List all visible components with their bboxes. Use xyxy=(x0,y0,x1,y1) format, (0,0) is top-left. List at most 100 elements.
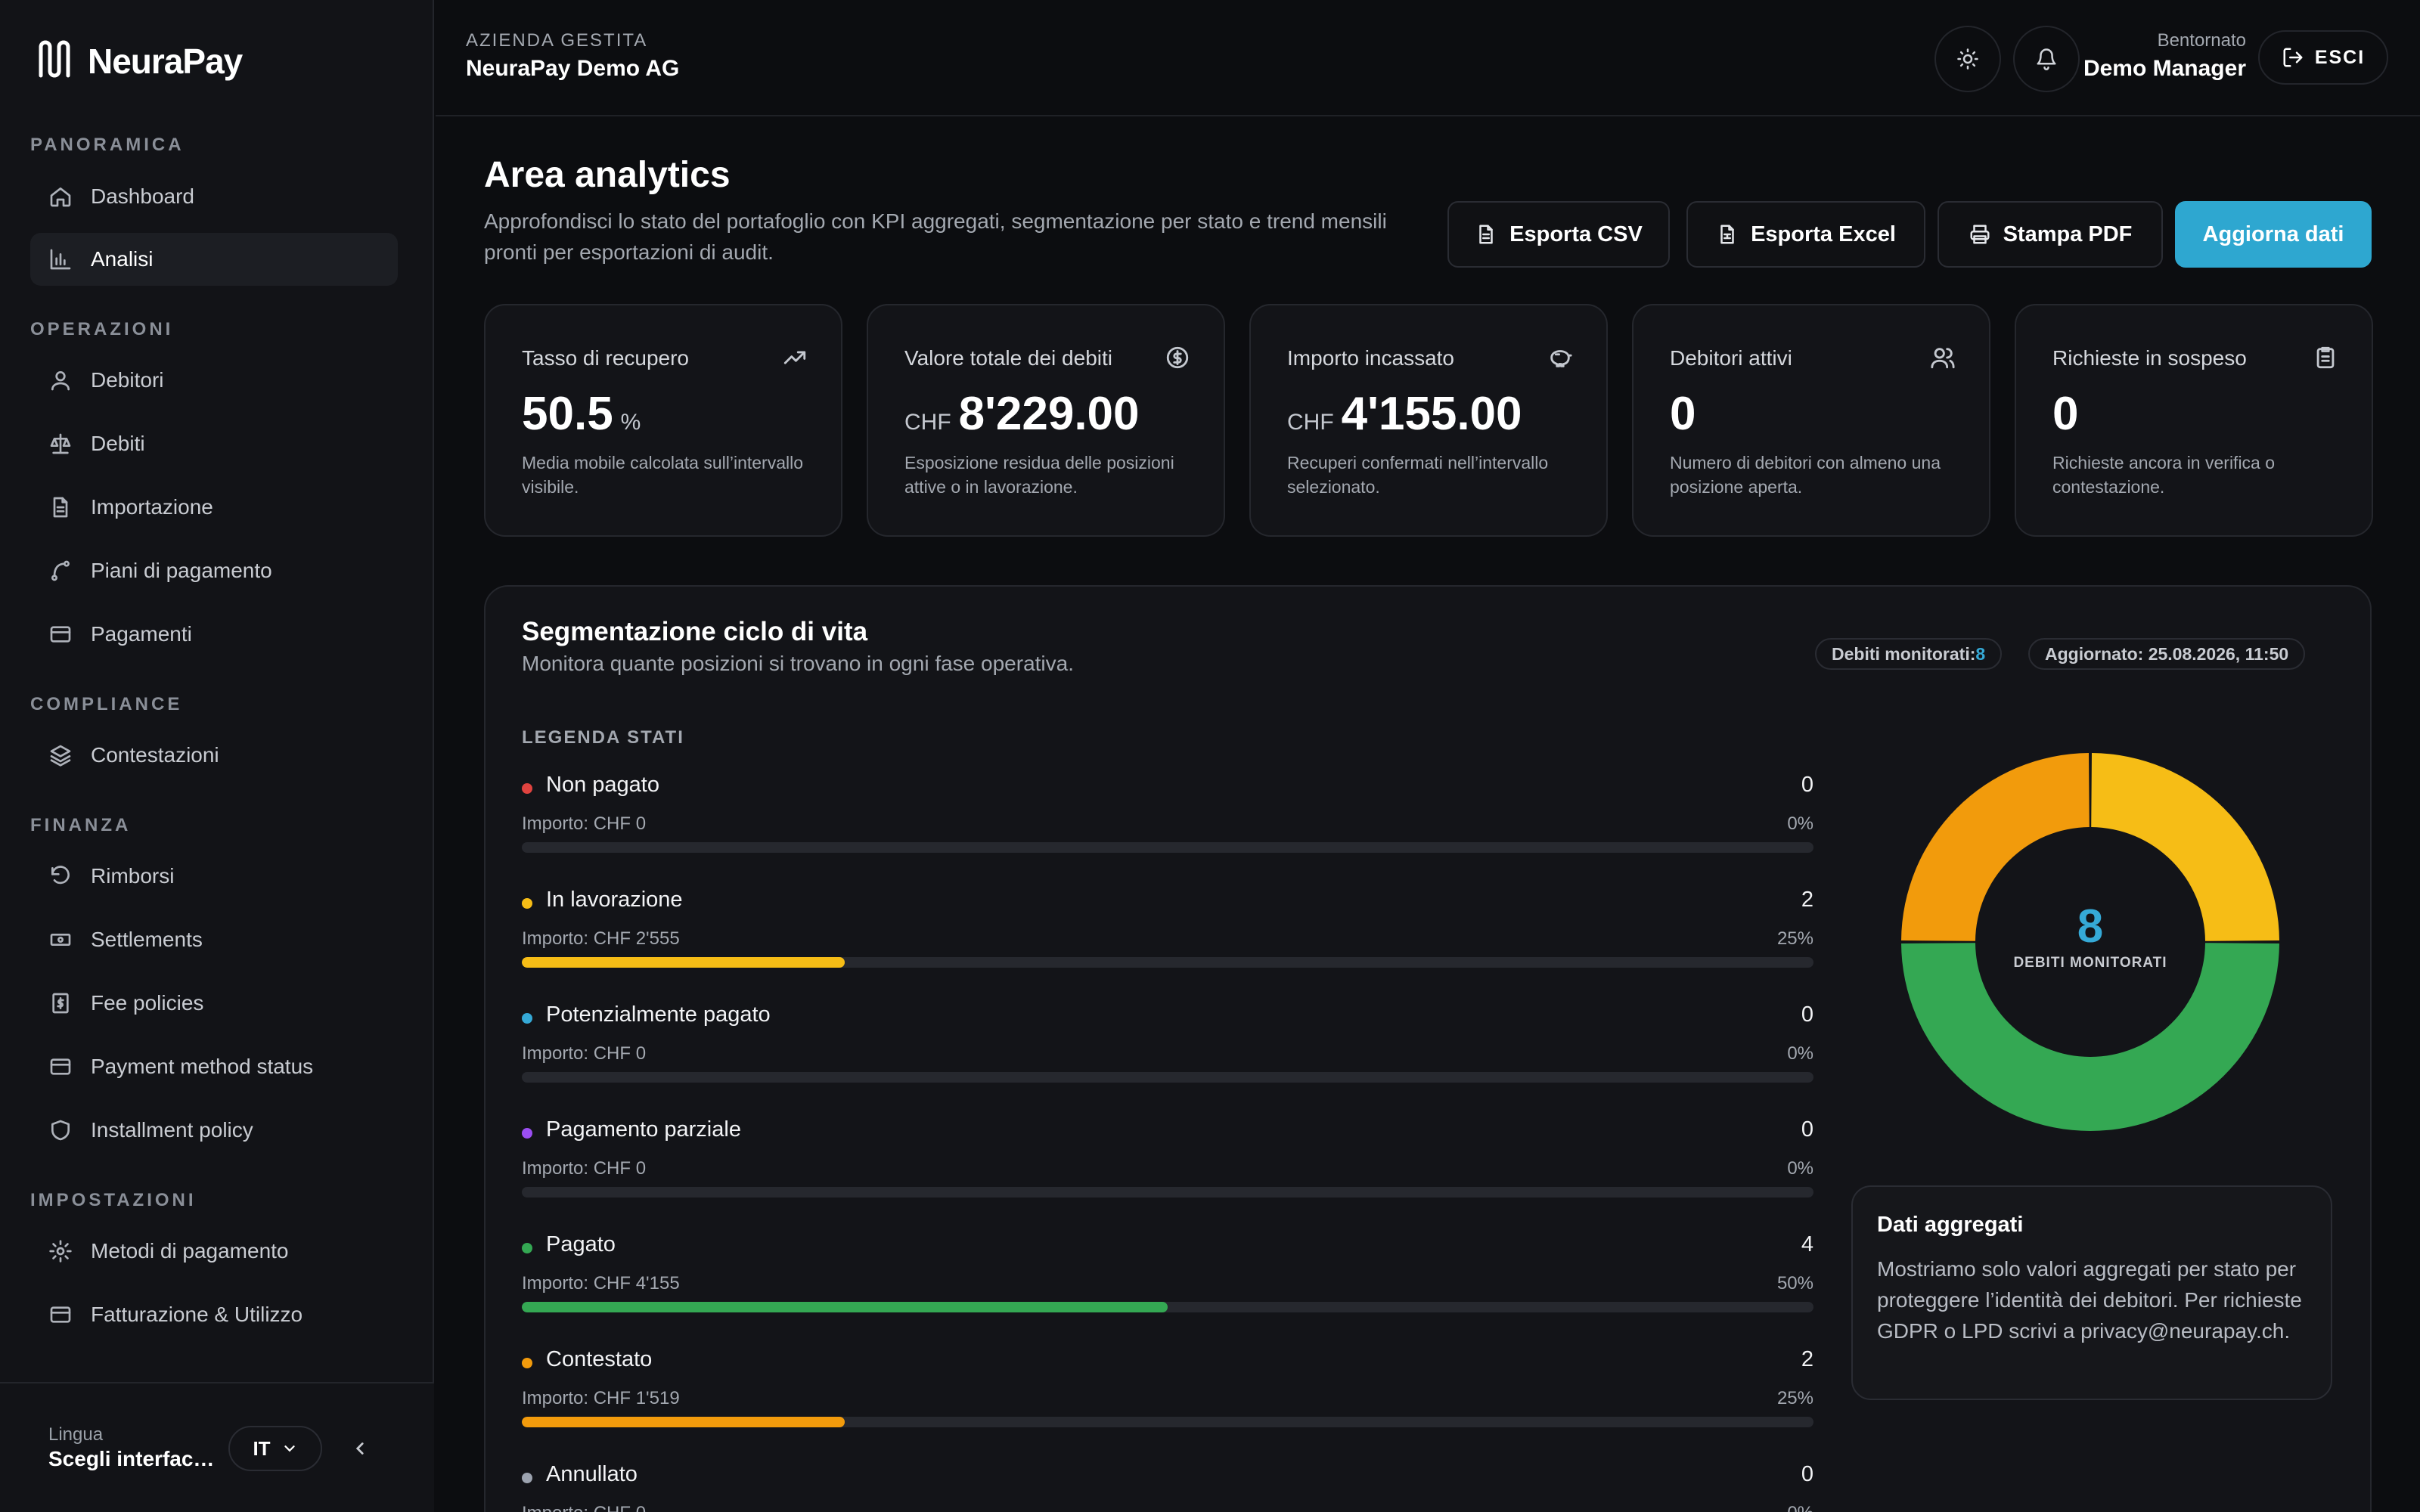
sidebar-item-fee-policies[interactable]: Fee policies xyxy=(30,977,398,1030)
sidebar-item-label: Fatturazione & Utilizzo xyxy=(91,1303,303,1326)
status-progress-fill xyxy=(522,1417,845,1427)
language-value[interactable]: Scegli interfaccia xyxy=(48,1447,215,1470)
sidebar-item-label: Fee policies xyxy=(91,991,204,1015)
sidebar-item-importazione[interactable]: Importazione xyxy=(30,481,398,534)
kpi-card-collected: Importo incassato CHF 4'155.00 Recuperi c… xyxy=(1249,304,1608,537)
kpi-value: 0 xyxy=(1670,388,1696,440)
sidebar-item-dashboard[interactable]: Dashboard xyxy=(30,170,398,223)
segmentation-title: Segmentazione ciclo di vita xyxy=(522,617,868,646)
home-icon xyxy=(50,187,71,207)
sidebar-item-payment-method-status[interactable]: Payment method status xyxy=(30,1040,398,1093)
status-count: 0 xyxy=(1801,1002,1813,1027)
export-csv-button[interactable]: Esporta CSV xyxy=(1447,201,1670,268)
sidebar-item-settlements[interactable]: Settlements xyxy=(30,913,398,966)
sidebar-item-debiti[interactable]: Debiti xyxy=(30,417,398,470)
status-progress-track xyxy=(522,1417,1813,1427)
kpi-description: Richieste ancora in verifica o contestaz… xyxy=(2052,453,2276,497)
status-row: Pagato 4 Importo: CHF 4'155 50% xyxy=(522,1232,1813,1331)
status-dot xyxy=(522,1013,532,1024)
logout-button[interactable]: ESCI xyxy=(2258,30,2388,85)
monitored-debts-badge: Debiti monitorati: 8 xyxy=(1815,638,2003,670)
notifications-button[interactable] xyxy=(2013,26,2080,92)
kpi-value: 50.5 xyxy=(522,388,613,440)
sidebar-item-label: Metodi di pagamento xyxy=(91,1239,289,1263)
layers-icon xyxy=(50,745,71,767)
status-row: Annullato 0 Importo: CHF 0 0% xyxy=(522,1462,1813,1512)
status-count: 2 xyxy=(1801,888,1813,912)
language-select[interactable]: IT xyxy=(228,1426,322,1471)
neurapay-logo-icon xyxy=(35,38,74,84)
donut-slice xyxy=(1901,753,2090,941)
logout-icon xyxy=(2283,48,2303,67)
sidebar-item-installment-policy[interactable]: Installment policy xyxy=(30,1104,398,1157)
donut-slice xyxy=(1901,943,2279,1132)
status-amount: Importo: CHF 1'519 xyxy=(522,1388,680,1408)
sidebar-item-label: Rimborsi xyxy=(91,864,175,888)
status-progress-track xyxy=(522,957,1813,968)
theme-toggle-button[interactable] xyxy=(1934,26,2001,92)
kpi-description: Numero di debitori con almeno una posizi… xyxy=(1670,453,1941,497)
card-icon xyxy=(50,1306,71,1323)
donut-slice xyxy=(2091,753,2279,941)
status-name: Pagamento parziale xyxy=(546,1117,741,1142)
chevron-left-icon xyxy=(355,1442,364,1455)
status-row: In lavorazione 2 Importo: CHF 2'555 25% xyxy=(522,888,1813,986)
kpi-title: Valore totale dei debiti xyxy=(904,346,1112,370)
status-percent: 0% xyxy=(1787,813,1813,834)
status-row: Non pagato 0 Importo: CHF 0 0% xyxy=(522,773,1813,871)
sidebar-item-label: Importazione xyxy=(91,495,213,519)
kpi-value-row: CHF 8'229.00 xyxy=(904,387,1140,441)
page-title: Area analytics xyxy=(484,155,731,195)
sun-icon xyxy=(1957,48,1978,70)
kpi-unit: % xyxy=(620,410,641,435)
sidebar-item-label: Installment policy xyxy=(91,1118,253,1142)
print-pdf-label: Stampa PDF xyxy=(2003,222,2133,246)
section-finanza: FINANZA xyxy=(30,815,132,835)
sidebar-item-debitori[interactable]: Debitori xyxy=(30,354,398,407)
file-spreadsheet-icon xyxy=(1720,225,1734,244)
status-name: Contestato xyxy=(546,1347,653,1371)
status-dot xyxy=(522,1128,532,1139)
status-name: Pagato xyxy=(546,1232,616,1256)
sidebar-item-label: Payment method status xyxy=(91,1055,314,1078)
sidebar: NeuraPay PANORAMICA Dashboard Analisi OP… xyxy=(0,0,434,1512)
scale-icon xyxy=(50,433,71,454)
refresh-data-button[interactable]: Aggiorna dati xyxy=(2175,201,2372,268)
sidebar-item-rimborsi[interactable]: Rimborsi xyxy=(30,850,398,903)
status-amount: Importo: CHF 0 xyxy=(522,1158,647,1179)
status-dot xyxy=(522,783,532,794)
kpi-value-row: CHF 4'155.00 xyxy=(1287,387,1522,441)
kpi-title: Tasso di recupero xyxy=(522,346,690,370)
segmentation-subtitle: Monitora quante posizioni si trovano in … xyxy=(522,652,1074,675)
print-pdf-button[interactable]: Stampa PDF xyxy=(1938,201,2163,268)
sidebar-item-metodi-di-pagamento[interactable]: Metodi di pagamento xyxy=(30,1225,398,1278)
sidebar-item-analisi[interactable]: Analisi xyxy=(30,233,398,286)
status-row: Pagamento parziale 0 Importo: CHF 0 0% xyxy=(522,1117,1813,1216)
export-excel-button[interactable]: Esporta Excel xyxy=(1686,201,1925,268)
gear-icon xyxy=(49,1240,72,1263)
status-row: Potenzialmente pagato 0 Importo: CHF 0 0% xyxy=(522,1002,1813,1101)
status-progress-track xyxy=(522,1072,1813,1083)
kpi-card-total-debt: Valore totale dei debiti CHF 8'229.00 Esp… xyxy=(867,304,1225,537)
export-excel-label: Esporta Excel xyxy=(1751,222,1896,246)
status-progress-fill xyxy=(522,957,845,968)
chevron-down-icon xyxy=(284,1445,295,1452)
kpi-description: Esposizione residua delle posizioni atti… xyxy=(904,453,1174,497)
sidebar-item-piani-di-pagamento[interactable]: Piani di pagamento xyxy=(30,544,398,597)
sidebar-item-label: Contestazioni xyxy=(91,743,219,767)
status-name: Non pagato xyxy=(546,773,659,797)
sidebar-item-label: Debiti xyxy=(91,432,145,455)
status-legend-title: LEGENDA STATI xyxy=(522,727,684,748)
section-impostazioni: IMPOSTAZIONI xyxy=(30,1190,197,1210)
sidebar-footer xyxy=(0,1382,434,1512)
sidebar-item-fatturazione-utilizzo[interactable]: Fatturazione & Utilizzo xyxy=(30,1288,398,1341)
sidebar-item-pagamenti[interactable]: Pagamenti xyxy=(30,608,398,661)
card-icon xyxy=(50,626,71,643)
status-count: 0 xyxy=(1801,773,1813,797)
collapse-sidebar-button[interactable] xyxy=(345,1433,375,1464)
brand[interactable]: NeuraPay xyxy=(35,38,243,84)
status-progress-fill xyxy=(522,1302,1168,1312)
sidebar-item-contestazioni[interactable]: Contestazioni xyxy=(30,729,398,782)
donut-center: 8 DEBITI MONITORATI xyxy=(1900,900,2281,971)
status-count: 0 xyxy=(1801,1462,1813,1486)
